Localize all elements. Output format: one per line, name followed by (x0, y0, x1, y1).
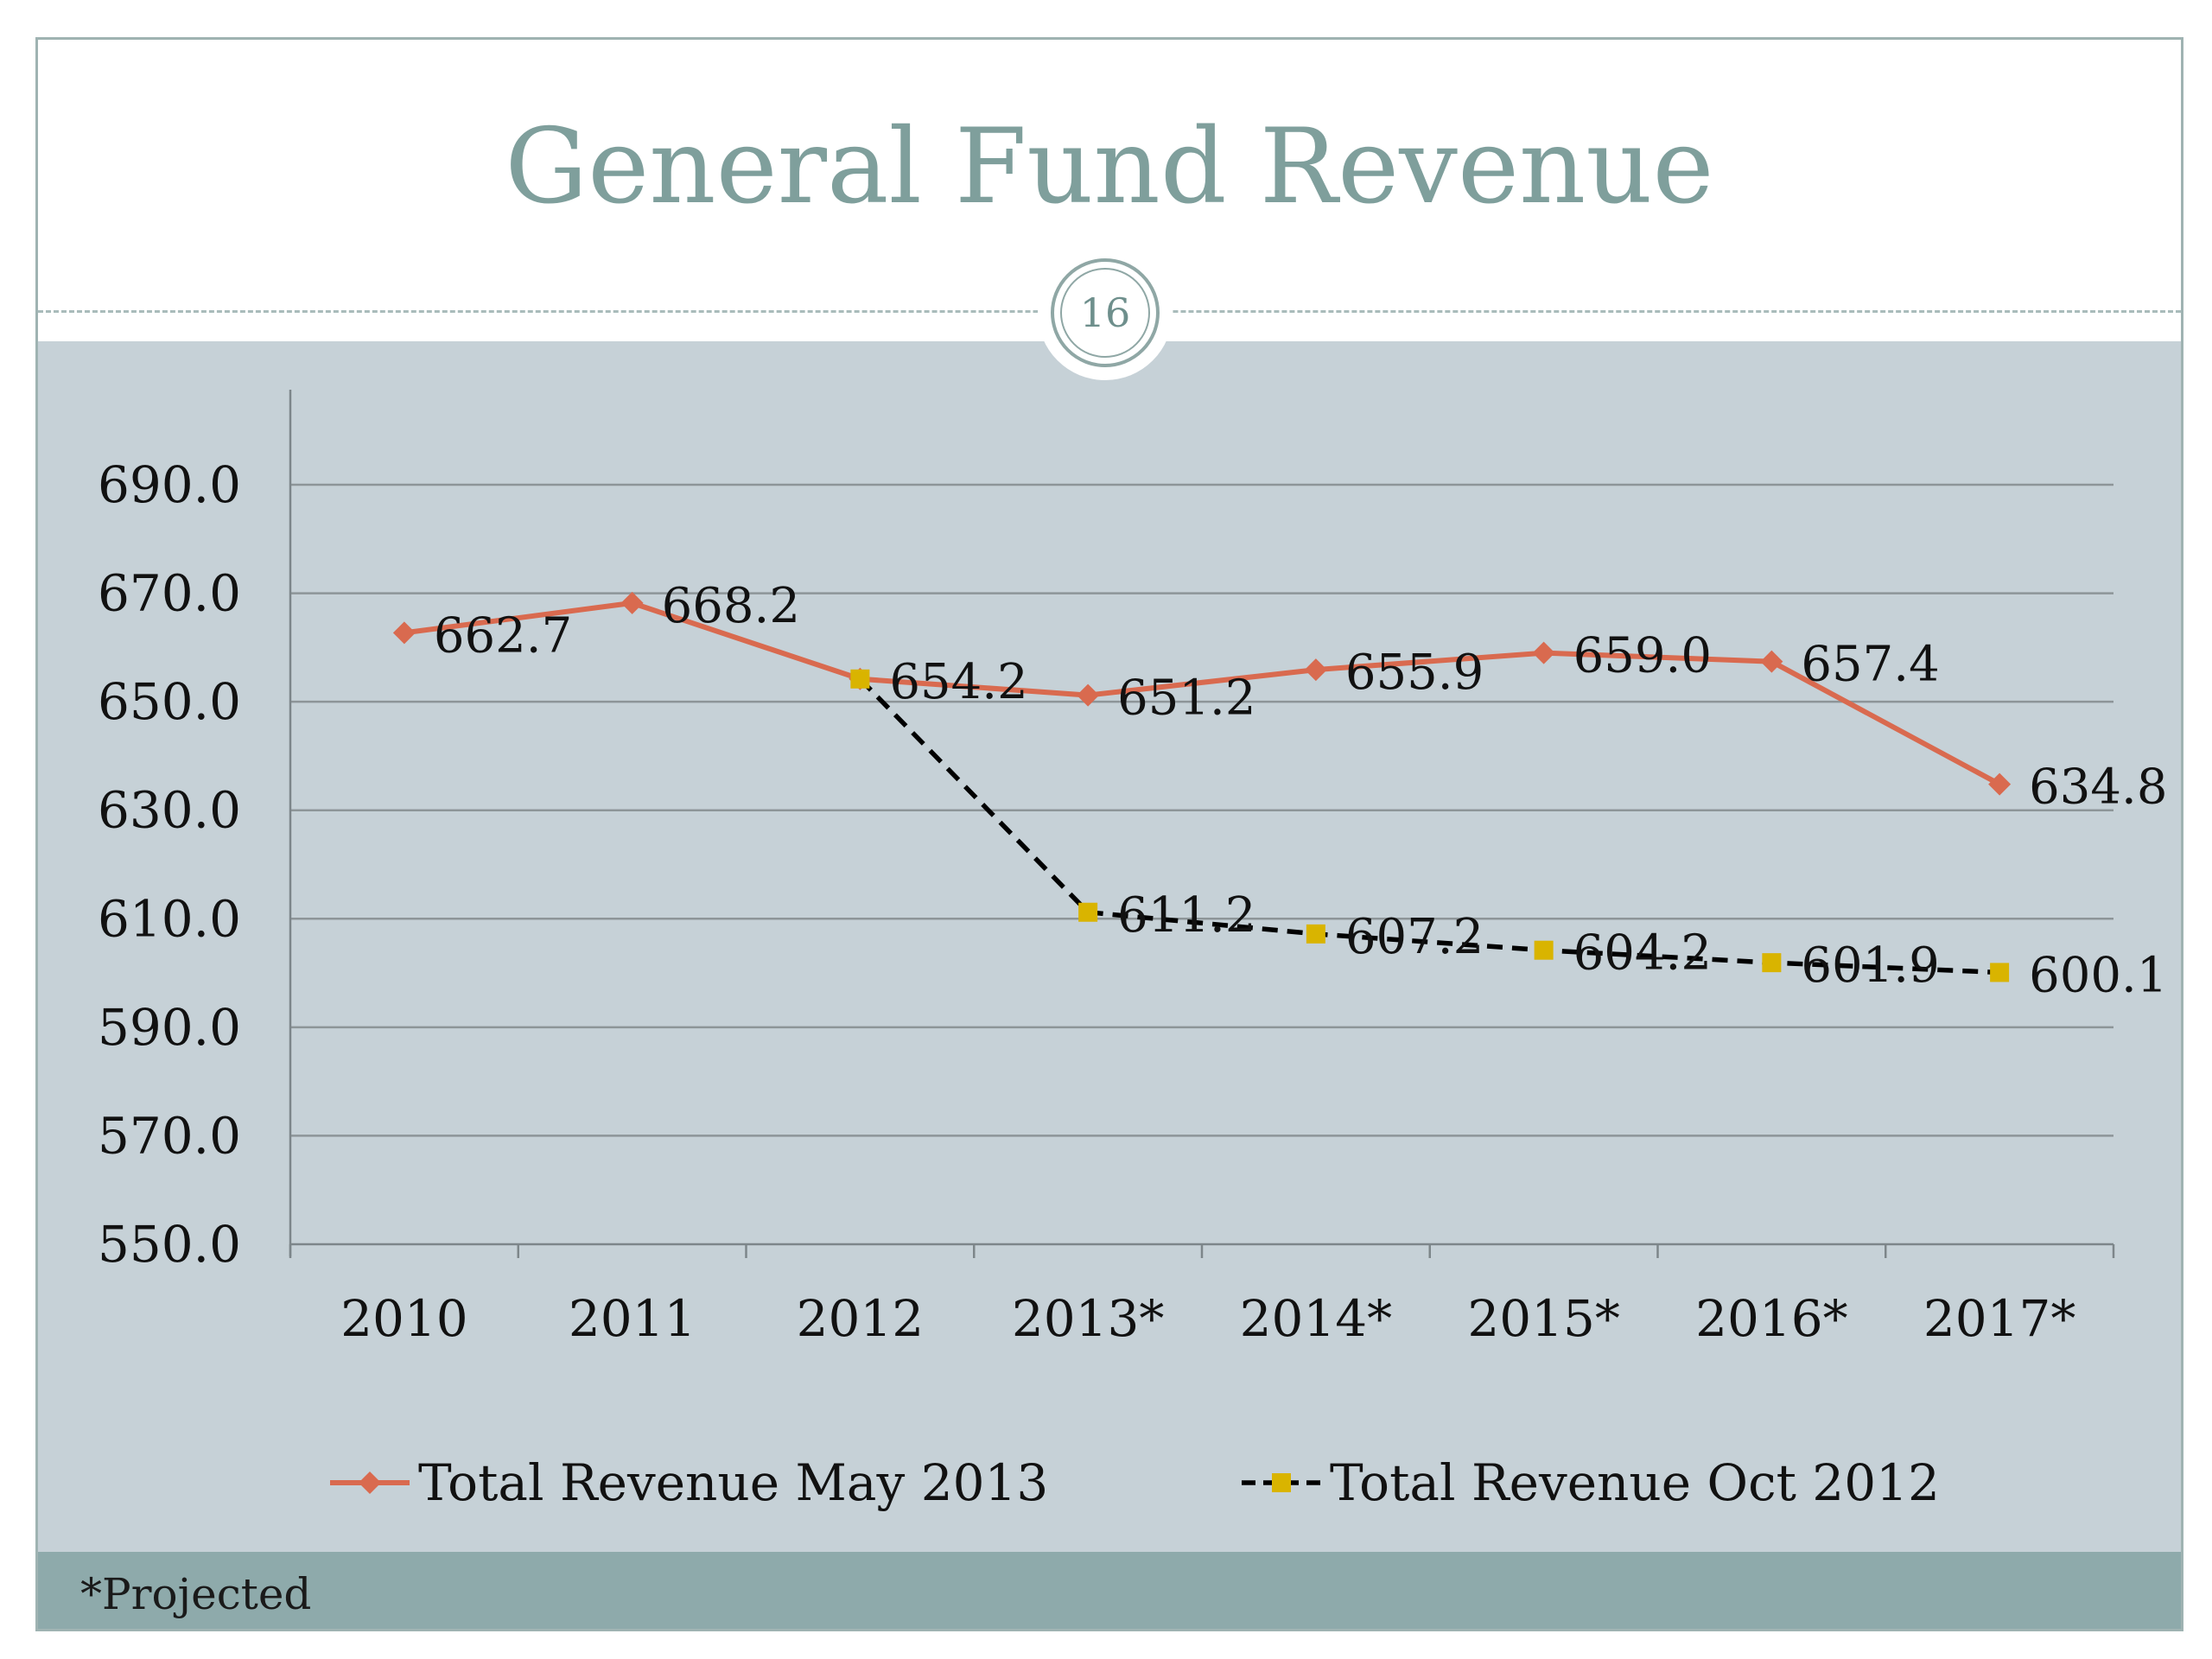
data-label-may-2013: 655.9 (1345, 645, 1484, 701)
x-tick-label: 2015* (1467, 1289, 1620, 1348)
x-tick-label: 2016* (1695, 1289, 1848, 1348)
data-label-may-2013: 662.7 (434, 607, 572, 664)
slide: General Fund Revenue 16 550.0 570.0 590.0 6… (35, 37, 2183, 1631)
legend-item-oct-2012: Total Revenue Oct 2012 (1242, 1453, 1940, 1512)
marker-oct-2012 (1762, 953, 1782, 973)
y-tick-label: 610.0 (98, 889, 241, 948)
series-markers (392, 591, 2012, 982)
marker-may-2013 (1077, 683, 1100, 707)
x-tick-label: 2014* (1240, 1289, 1393, 1348)
data-label-may-2013: 659.0 (1573, 628, 1712, 684)
data-label-may-2013: 654.2 (889, 654, 1027, 710)
marker-may-2013 (1760, 650, 1783, 673)
y-tick-label: 650.0 (98, 672, 241, 731)
plot-panel (38, 341, 2181, 1629)
data-labels: 662.7 668.2 654.2 651.2 655.9 659.0 657.4 634.8… (434, 578, 2168, 1004)
data-label-may-2013: 668.2 (662, 578, 800, 634)
data-label-may-2013: 634.8 (2029, 760, 2167, 816)
data-label-may-2013: 651.2 (1117, 671, 1255, 727)
marker-oct-2012 (1078, 902, 1098, 922)
chart-title: General Fund Revenue (505, 107, 1714, 227)
data-label-oct-2012: 600.1 (2029, 947, 2167, 1003)
data-label-oct-2012: 601.9 (1801, 938, 1939, 994)
marker-oct-2012 (1990, 963, 2010, 982)
legend-label: Total Revenue Oct 2012 (1330, 1453, 1940, 1512)
legend-swatch-marker-oct (1272, 1473, 1291, 1492)
y-tick-label: 630.0 (98, 781, 241, 840)
data-label-oct-2012: 611.2 (1117, 887, 1255, 944)
page-number: 16 (1060, 268, 1150, 358)
data-label-oct-2012: 604.2 (1573, 925, 1712, 982)
y-tick-label: 590.0 (98, 998, 241, 1057)
y-tick-label: 550.0 (98, 1215, 241, 1274)
legend: Total Revenue May 2013 Total Revenue Oct … (330, 1453, 1940, 1512)
marker-may-2013 (1988, 772, 2012, 796)
x-tick-label: 2017* (1923, 1289, 2076, 1348)
marker-oct-2012 (1306, 924, 1325, 944)
legend-label: Total Revenue May 2013 (418, 1453, 1048, 1512)
x-tick-label: 2011 (569, 1289, 696, 1348)
x-tick-label: 2010 (340, 1289, 468, 1348)
marker-may-2013 (620, 591, 644, 614)
marker-may-2013 (1532, 641, 1555, 664)
legend-item-may-2013: Total Revenue May 2013 (330, 1453, 1048, 1512)
y-tick-label: 690.0 (98, 455, 241, 514)
data-label-may-2013: 657.4 (1801, 637, 1939, 693)
axes: 550.0 570.0 590.0 610.0 630.0 650.0 670.0 690.0… (98, 390, 2115, 1348)
marker-oct-2012 (850, 669, 870, 689)
page-number-badge: 16 (1051, 258, 1160, 367)
gridlines (290, 483, 2113, 1137)
data-label-oct-2012: 607.2 (1345, 909, 1484, 965)
series-line-may-2013 (404, 600, 2001, 787)
legend-swatch-marker-may (359, 1471, 381, 1494)
line-chart: 550.0 570.0 590.0 610.0 630.0 650.0 670.0 690.0… (98, 390, 2168, 1512)
x-tick-label: 2013* (1012, 1289, 1165, 1348)
marker-may-2013 (392, 621, 416, 645)
footnote: *Projected (80, 1569, 312, 1619)
marker-may-2013 (1304, 658, 1327, 682)
series-lines (404, 600, 2001, 976)
y-tick-label: 570.0 (98, 1106, 241, 1165)
x-tick-label: 2012 (797, 1289, 925, 1348)
y-tick-label: 670.0 (98, 564, 241, 623)
footer-bar: *Projected (38, 1552, 2181, 1629)
marker-oct-2012 (1534, 940, 1554, 960)
